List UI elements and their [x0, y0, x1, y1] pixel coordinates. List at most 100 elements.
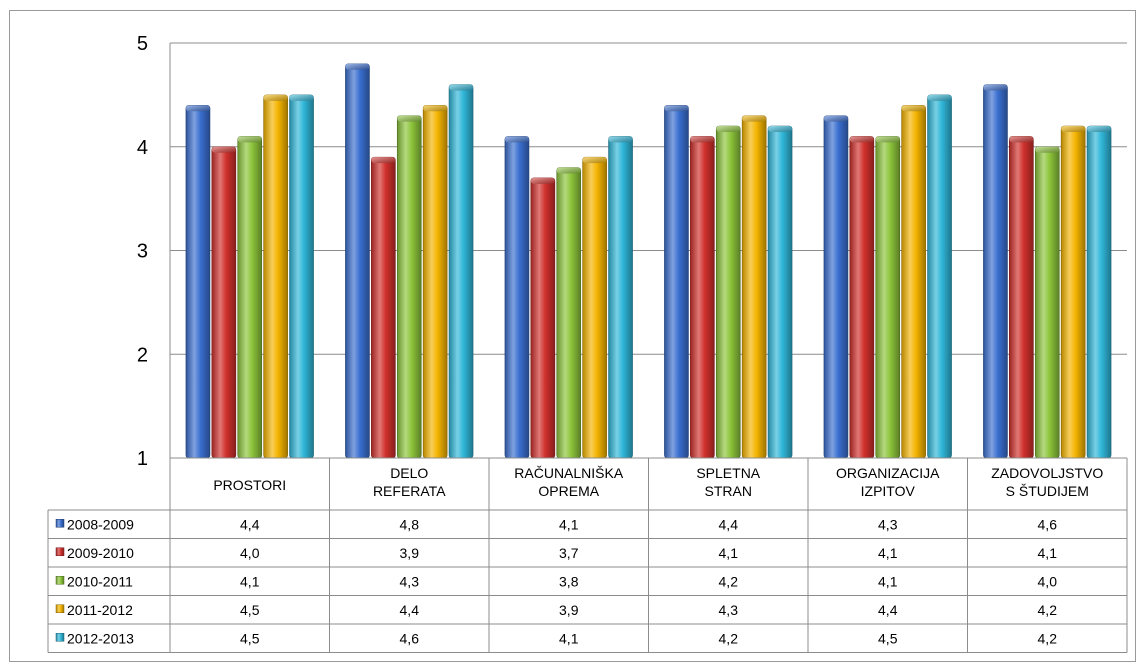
bar [983, 84, 1008, 459]
table-cell: 4,1 [240, 573, 260, 589]
category-label: STRAN [705, 483, 752, 499]
y-axis: 1 2 3 4 5 [137, 33, 171, 470]
bar-cap [582, 157, 607, 164]
bar-cap [742, 115, 767, 122]
legend-swatch [55, 547, 65, 556]
category-label: DELO [390, 465, 428, 481]
table-cell: 4,1 [878, 545, 898, 561]
table-cell: 3,9 [400, 545, 420, 561]
table-cell: 4,5 [240, 602, 260, 618]
category-label: S ŠTUDIJEM [1006, 483, 1089, 499]
bar-cap [289, 94, 314, 101]
bar [237, 136, 263, 459]
category-label: PROSTORI [213, 477, 286, 493]
bar [1060, 125, 1086, 459]
bar-cap [371, 157, 396, 164]
y-tick-label: 5 [137, 33, 148, 55]
bar [1086, 125, 1112, 459]
table-cell: 4,6 [400, 630, 420, 646]
y-tick-label: 1 [137, 448, 148, 470]
bar [1009, 136, 1034, 459]
legend-swatch [55, 633, 65, 642]
bar [396, 115, 422, 459]
bar-cap [608, 136, 633, 143]
legend-label: 2008-2009 [67, 516, 134, 532]
table-cell: 4,0 [240, 545, 260, 561]
bar [741, 115, 767, 459]
bar [664, 104, 689, 459]
table-cell: 3,7 [559, 545, 579, 561]
category-label: REFERATA [373, 483, 446, 499]
bar-cap [449, 84, 474, 91]
bar-cap [530, 177, 555, 184]
table-cell: 4,4 [719, 516, 739, 532]
table-cell: 4,5 [878, 630, 898, 646]
table-cell: 4,1 [559, 630, 579, 646]
bar-cap [690, 136, 715, 143]
category-label: IZPITOV [861, 483, 916, 499]
legend-label: 2010-2011 [67, 573, 133, 589]
bar-cap [423, 105, 448, 112]
y-tick-label: 3 [137, 241, 148, 263]
category-label: RAČUNALNIŠKA [514, 465, 624, 481]
table-cell: 4,3 [400, 573, 420, 589]
table-cell: 4,1 [719, 545, 739, 561]
bar [289, 94, 314, 459]
table-cell: 3,8 [559, 573, 579, 589]
bar-cap [1061, 126, 1086, 132]
bar-cap [1087, 126, 1112, 132]
category-label: ZADOVOLJSTVO [991, 465, 1103, 481]
table-cell: 4,2 [1038, 602, 1058, 618]
bar [263, 94, 288, 459]
bar-cap [263, 94, 288, 101]
bar [211, 146, 237, 459]
bar [1034, 146, 1060, 459]
bar [556, 167, 582, 459]
bar-cap [716, 126, 741, 132]
bar-cap [1009, 136, 1034, 143]
bar [371, 156, 396, 459]
table-cell: 4,2 [719, 573, 739, 589]
bar-cap [1035, 146, 1060, 153]
bar [422, 104, 448, 459]
bar [690, 136, 715, 459]
bar-cap [983, 84, 1008, 91]
grid-lines [170, 42, 1127, 355]
bar-cap [823, 115, 848, 122]
bar [582, 156, 607, 459]
bars [185, 63, 1112, 459]
legend-swatch [55, 604, 65, 613]
legend-swatch [55, 519, 65, 528]
bar-cap [768, 126, 793, 132]
y-tick-label: 2 [137, 344, 148, 366]
table-cell: 4,8 [400, 516, 420, 532]
bar [823, 115, 849, 459]
table-cell: 4,1 [878, 573, 898, 589]
table-cell: 4,0 [1038, 573, 1058, 589]
bar-cap [875, 136, 900, 143]
bar-cap [185, 105, 210, 112]
legend-label: 2009-2010 [67, 545, 134, 561]
table-cell: 4,6 [1038, 516, 1058, 532]
bar-cap [211, 146, 236, 153]
table-cell: 4,5 [240, 630, 260, 646]
bar [185, 104, 211, 459]
bar [767, 125, 793, 459]
bar [715, 125, 741, 459]
bar-cap [504, 136, 529, 143]
table-cell: 4,1 [1038, 545, 1058, 561]
table-cell: 4,3 [878, 516, 898, 532]
bar [608, 136, 633, 459]
bar-cap [664, 105, 689, 112]
category-label: SPLETNA [696, 465, 760, 481]
bar-cap [901, 105, 926, 112]
table-cell: 4,1 [559, 516, 579, 532]
table-cell: 4,2 [719, 630, 739, 646]
bar-cap [849, 136, 874, 143]
bar [345, 63, 370, 459]
bar-cap [927, 94, 952, 101]
legend-label: 2012-2013 [67, 630, 134, 646]
bar [530, 177, 556, 459]
bar [849, 136, 875, 459]
